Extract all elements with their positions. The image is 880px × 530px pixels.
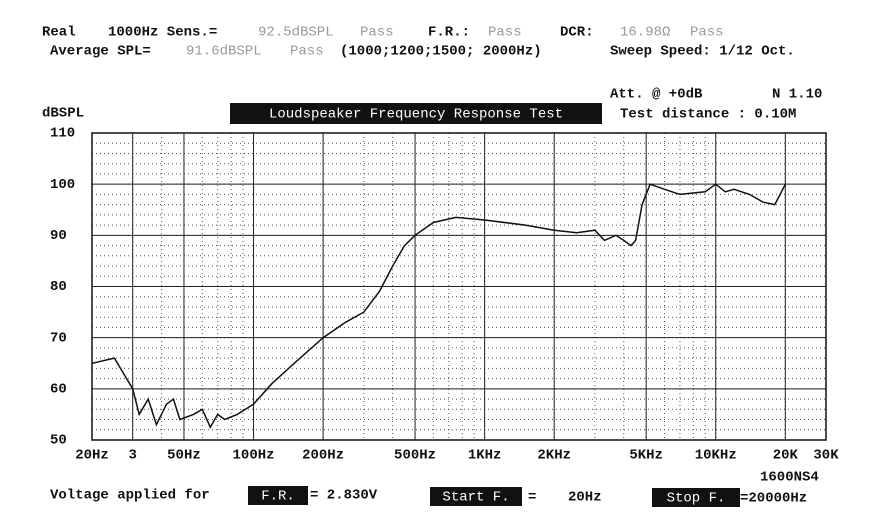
x-tick-label: 2KHz — [537, 448, 571, 464]
x-tick-label: 20Hz — [75, 448, 109, 464]
title-box — [230, 103, 602, 124]
plot-frame — [91, 132, 827, 441]
x-tick-label: 500Hz — [394, 448, 436, 464]
fr-label: F.R.: — [428, 25, 470, 41]
fr-box-label: F.R. — [261, 489, 295, 505]
avg-label: Average SPL= — [50, 44, 151, 60]
dcr-label: DCR: — [560, 25, 594, 41]
sweep: Sweep Speed: 1/12 Oct. — [610, 44, 795, 60]
x-tick-label: 20K — [773, 448, 799, 464]
x-tick-label: 10KHz — [695, 448, 737, 464]
avg-status: Pass — [290, 44, 324, 60]
fr-status: Pass — [488, 25, 522, 41]
real: Real — [42, 25, 76, 41]
distance: Test distance : 0.10M — [620, 107, 796, 123]
sens-status: Pass — [360, 25, 394, 41]
y-tick-label: 100 — [50, 177, 75, 193]
x-tick-label: 100Hz — [233, 448, 275, 464]
start-box-label: Start F. — [442, 490, 509, 506]
start-box — [430, 487, 522, 506]
y-tick-label: 70 — [50, 330, 67, 346]
dcr-status: Pass — [690, 25, 724, 41]
avg-freqs: (1000;1200;1500; 2000Hz) — [340, 44, 542, 60]
start-eq: = — [528, 490, 536, 506]
y-tick-label: 50 — [50, 433, 67, 449]
start-value: 20Hz — [568, 490, 602, 506]
voltage-label: Voltage applied for — [50, 488, 210, 504]
y-tick-label: 90 — [50, 228, 67, 244]
y-label: dBSPL — [42, 106, 84, 122]
att: Att. @ +0dB — [610, 87, 703, 103]
model: 1600NS4 — [760, 470, 819, 486]
n-value: N 1.10 — [772, 87, 822, 103]
sens-value: 92.5dBSPL — [258, 25, 334, 41]
response-curve — [91, 183, 786, 429]
x-tick-label: 30K — [813, 448, 839, 464]
chart-title: Loudspeaker Frequency Response Test — [269, 107, 563, 123]
stop-box-label: Stop F. — [667, 491, 726, 507]
y-tick-label: 110 — [50, 126, 75, 142]
x-tick-label: 50Hz — [167, 448, 201, 464]
x-tick-label: 3 — [128, 448, 136, 464]
y-tick-label: 60 — [50, 382, 67, 398]
stop-value: =20000Hz — [740, 491, 807, 507]
dcr-value: 16.98Ω — [620, 25, 670, 41]
x-tick-label: 1KHz — [468, 448, 502, 464]
x-tick-label: 5KHz — [629, 448, 663, 464]
y-tick-label: 80 — [50, 279, 67, 295]
voltage-value: = 2.830V — [310, 488, 378, 504]
stop-box — [652, 488, 740, 507]
avg-value: 91.6dBSPL — [186, 44, 262, 60]
fr-box — [248, 486, 308, 505]
x-tick-label: 200Hz — [302, 448, 344, 464]
sens-label: 1000Hz Sens.= — [108, 25, 217, 41]
